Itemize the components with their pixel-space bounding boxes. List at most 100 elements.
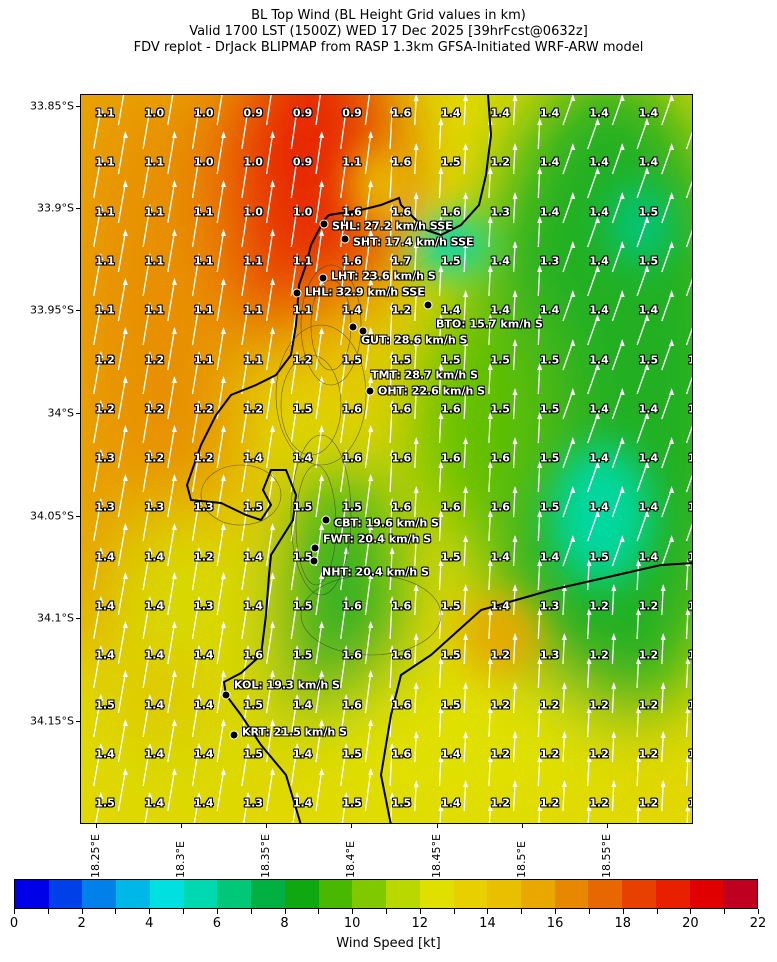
grid-value: 1.5	[441, 698, 461, 712]
grid-value: 1.5	[441, 599, 461, 613]
wind-arrow-head	[570, 388, 576, 395]
wind-arrow	[290, 745, 298, 787]
wind-arrow	[216, 574, 225, 616]
wind-arrow-head	[389, 596, 395, 603]
wind-arrow-head	[413, 780, 419, 787]
wind-arrow-head	[294, 792, 300, 799]
station-marker[interactable]	[358, 326, 368, 336]
wind-arrow	[636, 169, 648, 199]
wind-arrow	[364, 231, 372, 273]
wind-arrow-head	[463, 437, 469, 444]
colorbar-bin	[588, 880, 623, 908]
station-marker[interactable]	[318, 273, 328, 283]
wind-arrow-head	[644, 167, 650, 174]
station-marker[interactable]	[365, 386, 375, 396]
station-marker[interactable]	[319, 219, 329, 229]
wind-arrow-head	[147, 155, 153, 162]
station-marker[interactable]	[292, 288, 302, 298]
station-marker[interactable]	[321, 515, 331, 525]
wind-arrow	[95, 794, 102, 823]
station-label: BTO: 15.7 km/h S	[436, 317, 543, 331]
wind-arrow	[537, 169, 541, 199]
colorbar-tick	[352, 909, 354, 914]
wind-arrow	[191, 500, 200, 542]
wind-arrow	[364, 95, 371, 126]
wind-arrow	[611, 537, 623, 567]
wind-arrow-head	[368, 768, 374, 775]
wind-arrow-head	[98, 547, 104, 554]
grid-value: 1.4	[95, 599, 115, 613]
grid-value: 0.9	[342, 106, 362, 120]
wind-arrow	[512, 96, 516, 126]
wind-arrow	[290, 206, 298, 248]
wind-arrow-head	[561, 682, 567, 689]
colorbar-bin	[284, 880, 319, 908]
station-marker[interactable]	[229, 730, 239, 740]
wind-arrow	[587, 659, 590, 689]
wind-arrow-head	[570, 486, 576, 493]
wind-arrow-head	[438, 167, 444, 174]
station-marker[interactable]	[423, 300, 433, 310]
wind-arrow	[315, 133, 323, 175]
grid-value: 1.2	[688, 747, 692, 760]
wind-arrow-head	[438, 510, 444, 517]
grid-value: 1.1	[243, 303, 263, 317]
grid-value: 1.2	[490, 747, 510, 761]
grid-value: 1.6	[342, 254, 362, 268]
lon-tick	[351, 824, 352, 828]
wind-arrow	[191, 549, 200, 591]
grid-value: 1.2	[95, 402, 115, 416]
lon-tick	[607, 824, 608, 828]
station-marker[interactable]	[309, 556, 319, 566]
wind-arrow-head	[147, 792, 153, 799]
wind-arrow-head	[245, 596, 251, 603]
wind-arrow	[241, 549, 249, 591]
wind-arrow	[290, 255, 298, 297]
wind-arrow-head	[512, 682, 518, 689]
grid-value: 1.4	[144, 796, 165, 810]
wind-arrow	[389, 745, 393, 787]
wind-arrow	[340, 745, 347, 787]
wind-arrow	[414, 733, 417, 763]
wind-arrow	[265, 721, 274, 763]
wind-arrow-head	[98, 204, 104, 211]
wind-arrow-head	[122, 327, 128, 334]
wind-arrow-head	[463, 633, 469, 640]
wind-arrow-head	[595, 167, 600, 174]
wind-arrow	[587, 757, 590, 787]
wind-arrow-head	[570, 290, 576, 297]
wind-arrow	[414, 439, 417, 469]
wind-arrow	[562, 341, 574, 371]
wind-arrow-head	[319, 719, 325, 726]
wind-arrow-head	[368, 572, 374, 579]
grid-value: 1.5	[490, 353, 510, 366]
station-marker[interactable]	[221, 690, 231, 700]
station-marker[interactable]	[310, 543, 320, 553]
colorbar-bin	[149, 880, 184, 908]
grid-value: 1.4	[638, 500, 659, 514]
wind-arrow	[167, 770, 176, 812]
wind-arrow-head	[245, 155, 251, 162]
grid-value: 1.4	[638, 451, 659, 465]
grid-value: 1.2	[539, 747, 560, 761]
wind-arrow	[661, 96, 673, 126]
colorbar-tick	[656, 909, 658, 914]
wind-arrow-head	[463, 339, 469, 346]
wind-arrow-head	[611, 682, 617, 689]
wind-arrow-head	[294, 253, 300, 260]
grid-value: 1.1	[95, 205, 115, 219]
wind-arrow	[562, 635, 566, 665]
wind-arrow	[216, 525, 225, 567]
wind-arrow	[167, 280, 176, 322]
wind-arrow-head	[389, 498, 395, 505]
coastline-false-bay	[379, 562, 692, 823]
grid-value: 1.2	[490, 648, 510, 662]
lat-tick	[76, 208, 80, 209]
wind-arrow	[438, 463, 442, 493]
station-marker[interactable]	[348, 322, 358, 332]
station-marker[interactable]	[340, 234, 350, 244]
wind-arrow	[414, 145, 417, 175]
wind-arrow-head	[147, 596, 153, 603]
grid-value: 1.5	[243, 747, 263, 761]
wind-arrow-head	[319, 474, 325, 481]
